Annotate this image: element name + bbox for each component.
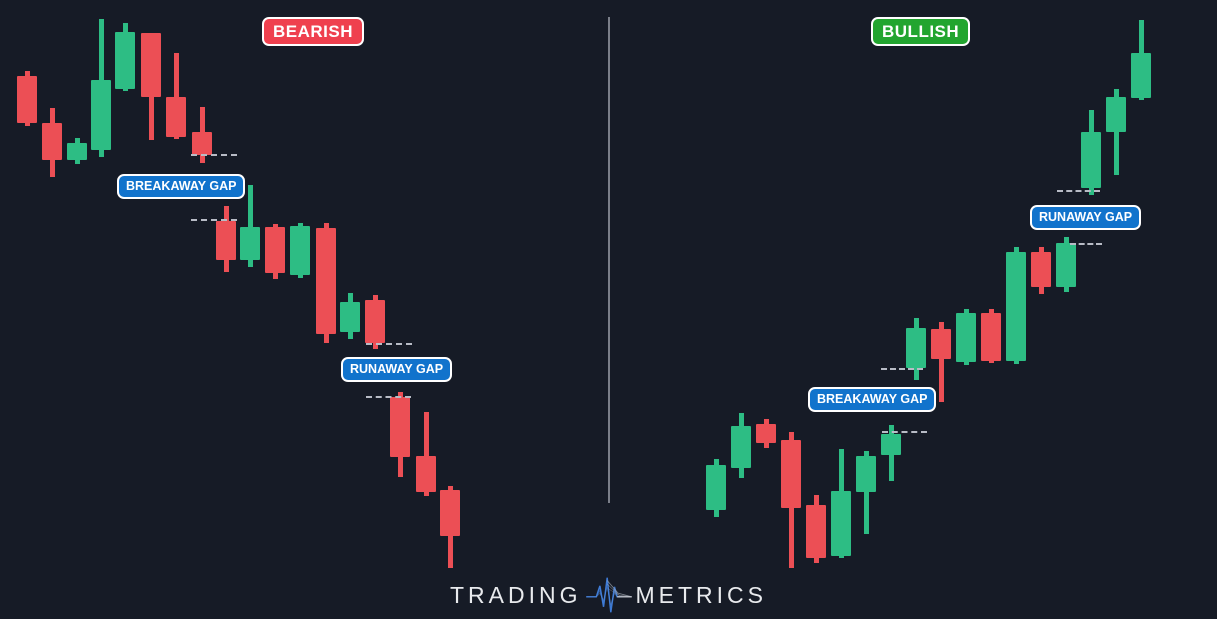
- gap-dashed-line: [1070, 243, 1102, 245]
- gap-badge: BREAKAWAY GAP: [117, 174, 246, 199]
- candle-body-down: [141, 33, 161, 97]
- candle-body-up: [240, 227, 260, 260]
- gap-dashed-line: [1057, 190, 1100, 192]
- candle-body-up: [881, 434, 901, 455]
- candle-body-up: [831, 491, 851, 556]
- candle-body-down: [216, 221, 236, 260]
- candle-body-up: [906, 328, 926, 368]
- gap-dashed-line: [191, 154, 237, 156]
- gap-dashed-line: [882, 431, 927, 433]
- candle-wick: [1113, 89, 1119, 175]
- candle-body-down: [192, 132, 212, 155]
- candle-body-down: [265, 227, 285, 273]
- candle-wick: [863, 451, 869, 534]
- candle-body-up: [1131, 53, 1151, 98]
- candle-body-up: [1006, 252, 1026, 361]
- candle-body-up: [856, 456, 876, 492]
- gap-dashed-line: [191, 219, 237, 221]
- trading-metrics-logo: TRADING METRICS: [0, 577, 1217, 613]
- candle-body-down: [931, 329, 951, 359]
- candle-body-down: [781, 440, 801, 508]
- gap-dashed-line: [366, 343, 412, 345]
- candle-body-down: [981, 313, 1001, 361]
- candle-body-down: [440, 490, 460, 536]
- candle-body-up: [956, 313, 976, 362]
- candle-body-down: [756, 424, 776, 443]
- candle-body-down: [390, 397, 410, 457]
- candle-body-up: [340, 302, 360, 332]
- candle-body-down: [166, 97, 186, 137]
- candle-wick: [247, 185, 253, 267]
- logo-word-trading: TRADING: [450, 581, 582, 608]
- candle-wick: [423, 412, 429, 496]
- bullish-badge: BULLISH: [871, 17, 971, 46]
- bearish-badge: BEARISH: [262, 17, 365, 46]
- pulse-waveform-icon: [585, 577, 632, 613]
- candle-wick: [938, 322, 944, 402]
- candle-body-up: [706, 465, 726, 510]
- candle-body-down: [316, 228, 336, 334]
- candle-body-up: [1056, 243, 1076, 287]
- panel-divider: [608, 17, 610, 503]
- candle-body-down: [42, 123, 62, 160]
- gap-badge: RUNAWAY GAP: [341, 357, 453, 382]
- gap-dashed-line: [366, 396, 411, 398]
- logo-word-metrics: METRICS: [635, 581, 767, 608]
- candle-body-down: [17, 76, 37, 123]
- candle-body-up: [67, 143, 87, 160]
- candle-body-up: [1081, 132, 1101, 188]
- gap-badge: RUNAWAY GAP: [1030, 205, 1142, 230]
- candle-body-down: [416, 456, 436, 492]
- candle-body-down: [1031, 252, 1051, 287]
- candle-body-up: [731, 426, 751, 468]
- candle-wick: [173, 53, 179, 139]
- gap-badge: BREAKAWAY GAP: [808, 387, 937, 412]
- candle-body-up: [290, 226, 310, 275]
- candle-body-down: [806, 505, 826, 558]
- candle-body-down: [365, 300, 385, 343]
- candle-body-up: [1106, 97, 1126, 132]
- candle-body-up: [115, 32, 135, 89]
- candle-body-up: [91, 80, 111, 150]
- gap-dashed-line: [881, 368, 923, 370]
